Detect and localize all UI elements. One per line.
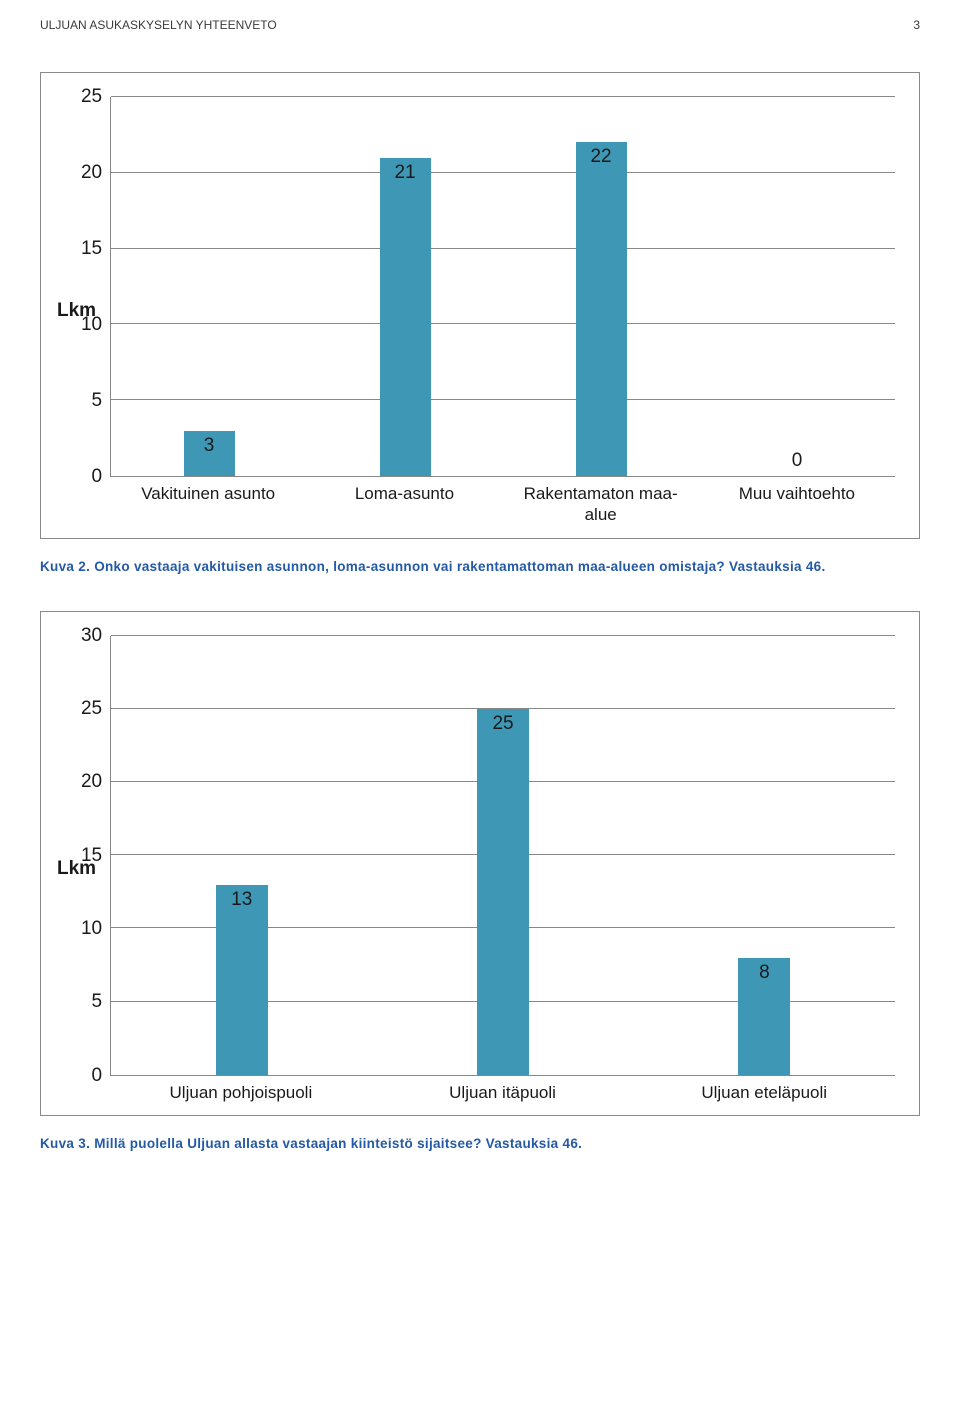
bar-value-label: 13 (231, 889, 252, 911)
chart1-frame: Lkm 2520151050 321220 Vakituinen asuntoL… (40, 72, 920, 539)
caption2-prefix: Kuva 3. (40, 1136, 90, 1151)
page-number: 3 (913, 18, 920, 32)
bar: 13 (216, 885, 268, 1075)
bar-value-label: 0 (792, 450, 803, 472)
bar: 25 (477, 709, 529, 1075)
bar-slot: 13 (111, 636, 372, 1075)
x-category-label: Uljuan itäpuoli (372, 1082, 634, 1103)
chart2-frame: Lkm 302520151050 13258 Uljuan pohjoispuo… (40, 611, 920, 1116)
x-category-label: Muu vaihtoehto (699, 483, 895, 526)
bar: 3 (184, 431, 235, 476)
x-category-label: Rakentamaton maa-alue (503, 483, 699, 526)
bar-value-label: 21 (394, 162, 415, 184)
chart2-plot: 13 25 8 (110, 636, 895, 1076)
bar-value-label: 8 (759, 962, 770, 984)
caption1-prefix: Kuva 2. (40, 559, 90, 574)
chart1-yaxis: 2520151050 (102, 97, 110, 477)
x-category-label: Uljuan pohjoispuoli (110, 1082, 372, 1103)
x-category-label: Vakituinen asunto (110, 483, 306, 526)
caption2: Kuva 3. Millä puolella Uljuan allasta va… (40, 1134, 920, 1154)
bar-value-label: 3 (204, 435, 215, 457)
doc-title: ULJUAN ASUKASKYSELYN YHTEENVETO (40, 18, 277, 32)
caption2-text: Millä puolella Uljuan allasta vastaajan … (94, 1136, 582, 1151)
bar: 8 (738, 958, 790, 1075)
bar-value-label: 25 (492, 713, 513, 735)
chart1-xlabels: Vakituinen asuntoLoma-asuntoRakentamaton… (110, 483, 895, 526)
page-header: ULJUAN ASUKASKYSELYN YHTEENVETO 3 (40, 18, 920, 32)
bar-slot: 22 (503, 97, 699, 476)
caption1: Kuva 2. Onko vastaaja vakituisen asunnon… (40, 557, 920, 577)
bar-value-label: 22 (590, 146, 611, 168)
chart1-plot: 3 21 22 0 (110, 97, 895, 477)
bar: 21 (380, 158, 431, 476)
chart2: Lkm 302520151050 13258 Uljuan pohjoispuo… (57, 636, 895, 1103)
bar-slot: 3 (111, 97, 307, 476)
bar-slot: 8 (634, 636, 895, 1075)
x-category-label: Loma-asunto (306, 483, 502, 526)
bar-slot: 21 (307, 97, 503, 476)
chart1: Lkm 2520151050 321220 Vakituinen asuntoL… (57, 97, 895, 526)
x-category-label: Uljuan eteläpuoli (633, 1082, 895, 1103)
chart2-yaxis: 302520151050 (102, 636, 110, 1076)
bar-slot: 0 (699, 97, 895, 476)
bar-slot: 25 (372, 636, 633, 1075)
bar: 22 (576, 142, 627, 476)
chart2-xlabels: Uljuan pohjoispuoliUljuan itäpuoliUljuan… (110, 1082, 895, 1103)
caption1-text: Onko vastaaja vakituisen asunnon, loma-a… (94, 559, 825, 574)
